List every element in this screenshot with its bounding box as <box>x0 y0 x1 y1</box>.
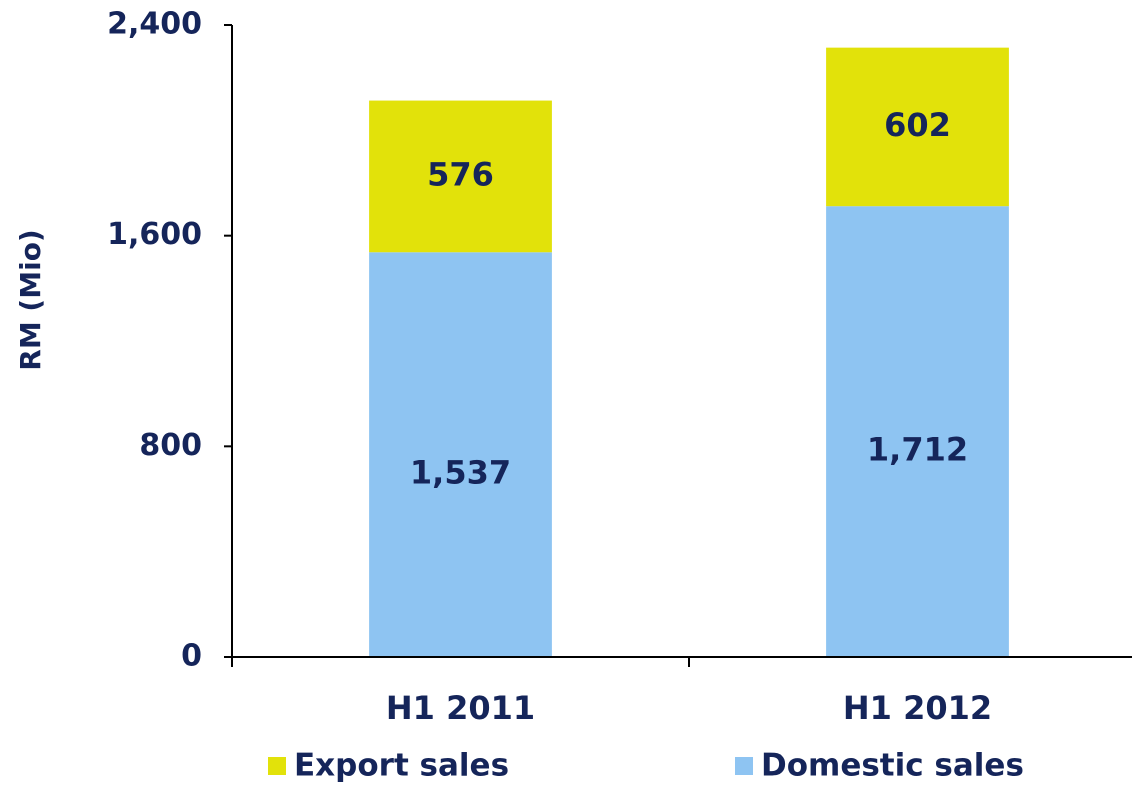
x-tick-label: H1 2012 <box>843 689 992 727</box>
y-tick-label: 2,400 <box>107 7 202 42</box>
y-axis-label: RM (Mio) <box>14 229 47 370</box>
data-label: 1,712 <box>867 431 968 469</box>
data-label: 1,537 <box>410 454 511 492</box>
bar-segment <box>369 252 552 658</box>
legend-swatch <box>735 757 753 775</box>
bar-segment <box>369 100 552 253</box>
legend-label: Export sales <box>294 748 509 784</box>
legend-label: Domestic sales <box>761 748 1024 784</box>
y-tick-label: 800 <box>139 428 202 463</box>
data-label: 602 <box>884 106 951 144</box>
y-tick-label: 1,600 <box>107 217 202 252</box>
y-tick-label: 0 <box>181 639 202 674</box>
legend-swatch <box>268 757 286 775</box>
data-label: 576 <box>427 155 494 193</box>
x-tick-label: H1 2011 <box>386 689 535 727</box>
bar-segment <box>826 47 1009 207</box>
bar-segment <box>826 206 1009 657</box>
